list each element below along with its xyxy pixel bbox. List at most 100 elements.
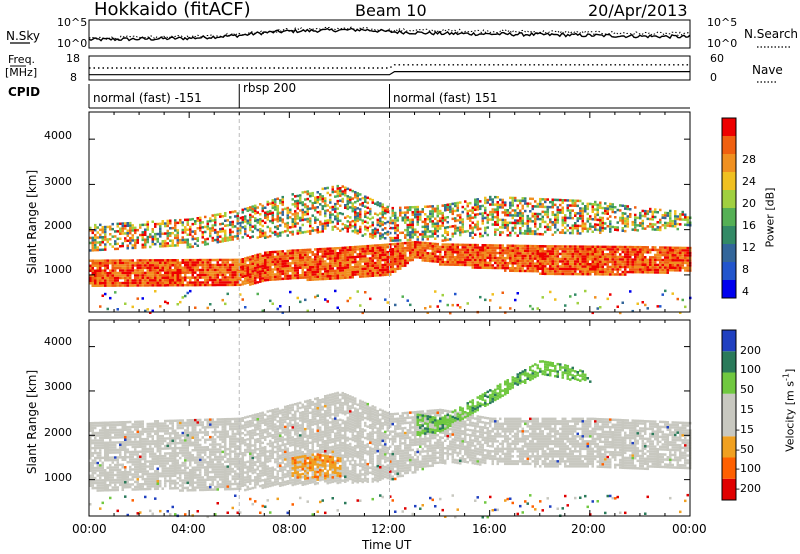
heat-cell (609, 260, 612, 264)
heat-cell (604, 212, 607, 215)
heat-cell (206, 222, 209, 226)
heat-cell (164, 284, 167, 287)
heat-cell (211, 278, 214, 282)
heat-cell (129, 443, 132, 446)
heat-cell (114, 478, 117, 482)
heat-cell (134, 470, 137, 474)
heat-cell (151, 274, 154, 277)
heat-cell (464, 248, 467, 252)
heat-cell (574, 199, 577, 202)
heat-cell (239, 224, 242, 227)
heat-cell (629, 213, 632, 216)
heat-cell (216, 266, 219, 269)
heat-cell (379, 249, 382, 252)
heat-cell (274, 208, 277, 211)
heat-cell (339, 192, 342, 195)
heat-cell (651, 228, 654, 231)
heat-cell (391, 211, 394, 215)
heat-cell (436, 250, 439, 253)
heat-cell (519, 202, 522, 205)
heat-cell (586, 270, 589, 273)
heat-cell (356, 192, 359, 195)
heat-cell (586, 268, 589, 271)
heat-cell (551, 213, 554, 216)
heat-cell (384, 273, 387, 277)
heat-cell (174, 271, 177, 274)
heat-cell (549, 265, 552, 268)
heat-cell (591, 258, 594, 261)
heat-cell (394, 257, 397, 261)
heat-cell (489, 254, 492, 257)
heat-cell (129, 266, 132, 270)
heat-cell (489, 213, 492, 216)
heat-cell (326, 300, 329, 303)
heat-cell (89, 429, 92, 432)
heat-cell (134, 246, 137, 250)
heat-cell (326, 257, 329, 260)
heat-cell (324, 204, 327, 208)
heat-cell (356, 265, 359, 269)
heat-cell (584, 267, 587, 271)
heat-cell (119, 264, 122, 267)
heat-cell (344, 261, 347, 264)
heat-cell (371, 257, 374, 260)
heat-cell (471, 258, 474, 262)
heat-cell (516, 269, 519, 273)
heat-cell (469, 209, 472, 212)
heat-cell (641, 222, 644, 225)
heat-cell (334, 272, 337, 275)
heat-cell (496, 264, 499, 267)
heat-cell (314, 209, 317, 212)
heat-cell (376, 231, 379, 234)
heat-cell (256, 211, 259, 214)
heat-cell (309, 217, 312, 220)
heat-cell (559, 272, 562, 276)
heat-cell (136, 435, 139, 439)
heat-cell (106, 489, 109, 492)
heat-cell (594, 273, 597, 276)
heat-cell (261, 269, 264, 273)
heat-cell (441, 219, 444, 222)
heat-cell (434, 232, 437, 235)
heat-cell (319, 257, 322, 261)
heat-cell (426, 311, 429, 314)
heat-cell (99, 434, 102, 437)
heat-cell (591, 210, 594, 213)
heat-cell (446, 255, 449, 259)
heat-cell (204, 261, 207, 264)
heat-cell (284, 252, 287, 255)
heat-cell (406, 259, 409, 262)
heat-cell (201, 221, 204, 224)
heat-cell (301, 201, 304, 204)
heat-cell (104, 230, 107, 234)
heat-cell (301, 216, 304, 219)
heat-cell (516, 219, 519, 222)
heat-cell (431, 205, 434, 208)
heat-cell (539, 260, 542, 263)
heat-cell (134, 264, 137, 267)
heat-cell (179, 261, 182, 264)
heat-cell (129, 231, 132, 235)
heat-cell (291, 203, 294, 206)
heat-cell (506, 209, 509, 212)
heat-cell (161, 284, 164, 287)
heat-cell (354, 216, 357, 219)
heat-cell (94, 236, 97, 239)
heat-cell (106, 484, 109, 487)
heat-cell (339, 256, 342, 260)
heat-cell (636, 253, 639, 256)
heat-cell (249, 273, 252, 276)
heat-cell (391, 265, 394, 268)
heat-cell (566, 250, 569, 253)
heat-cell (131, 244, 134, 247)
heat-cell (624, 245, 627, 249)
heat-cell (134, 229, 137, 232)
heat-cell (434, 210, 437, 213)
heat-cell (546, 223, 549, 226)
heat-cell (166, 301, 169, 305)
heat-cell (234, 215, 237, 218)
heat-cell (634, 216, 637, 219)
heat-cell (634, 226, 637, 229)
heat-cell (606, 270, 609, 274)
heat-cell (356, 217, 359, 220)
